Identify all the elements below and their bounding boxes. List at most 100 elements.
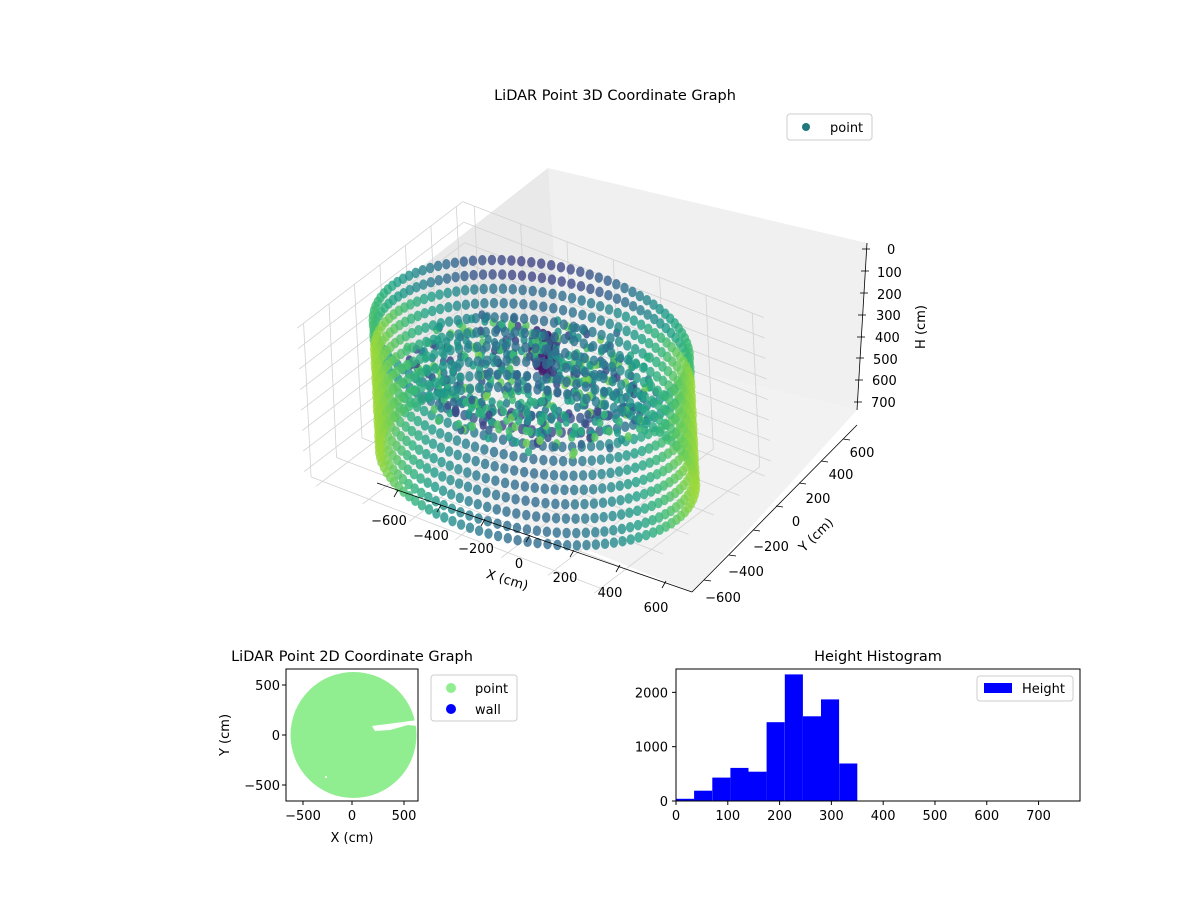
y-tick-label: −500 — [244, 779, 280, 794]
data-point — [572, 540, 582, 551]
data-point — [584, 410, 592, 419]
histogram-bar — [784, 674, 803, 801]
data-point — [589, 341, 598, 352]
data-point — [576, 280, 586, 292]
data-point — [570, 484, 579, 496]
data-point — [652, 356, 661, 368]
data-point — [451, 271, 460, 283]
data-point — [479, 420, 487, 430]
data-point — [605, 318, 614, 330]
data-point — [465, 510, 474, 521]
data-point — [478, 397, 486, 407]
data-point — [551, 442, 559, 452]
data-point — [632, 372, 641, 384]
data-point — [569, 470, 578, 481]
data-point — [603, 275, 612, 287]
y-tick-mark — [798, 482, 807, 485]
data-point — [446, 345, 455, 356]
x-tick-label: 300 — [819, 809, 844, 824]
data-point — [445, 330, 454, 342]
data-point — [634, 413, 643, 425]
data-point — [661, 418, 670, 430]
data-point — [522, 370, 532, 382]
data-point — [444, 316, 454, 327]
data-point — [600, 399, 610, 410]
data-point — [409, 468, 419, 480]
data-point — [532, 525, 542, 537]
x-tick-label: 200 — [553, 571, 578, 586]
data-point — [515, 416, 523, 426]
data-point — [600, 526, 609, 537]
data-point — [614, 322, 623, 333]
data-point — [585, 269, 594, 280]
data-point — [606, 443, 614, 453]
gridline — [328, 303, 337, 458]
y-tick-mark — [752, 529, 761, 532]
data-point — [437, 332, 446, 343]
data-point — [452, 286, 461, 297]
y-tick-label: 0 — [660, 795, 668, 810]
x-tick-label: 700 — [1026, 809, 1051, 824]
data-point — [597, 468, 606, 480]
data-point — [580, 498, 589, 510]
histogram-bar — [839, 763, 858, 801]
data-point — [581, 381, 591, 392]
data-point — [496, 400, 504, 410]
data-point — [417, 382, 426, 393]
data-point — [570, 350, 580, 361]
data-point — [618, 535, 627, 547]
histogram-bar — [694, 790, 713, 801]
data-point — [490, 312, 499, 323]
data-point — [532, 357, 541, 368]
data-point — [539, 315, 549, 327]
data-point — [419, 279, 428, 290]
data-point — [644, 338, 654, 349]
data-point — [500, 326, 510, 338]
data-point — [599, 372, 608, 384]
legend-marker-wall — [446, 704, 456, 714]
y-tick-label: −600 — [705, 591, 741, 606]
data-point — [617, 435, 626, 445]
legend-marker-point — [446, 683, 456, 693]
data-point — [448, 386, 457, 397]
y-tick-label: 0 — [792, 515, 800, 530]
data-point — [590, 512, 599, 524]
data-point — [586, 283, 595, 295]
data-point — [455, 419, 463, 429]
y-tick-label: 400 — [829, 468, 854, 483]
data-point — [488, 269, 497, 280]
data-point — [550, 484, 559, 495]
data-point — [625, 383, 634, 394]
data-point — [634, 532, 643, 543]
z-tick-label: 0 — [887, 243, 895, 258]
data-point — [646, 486, 656, 497]
data-point — [429, 452, 438, 464]
data-point — [491, 489, 501, 501]
data-point — [487, 254, 497, 266]
data-point — [413, 310, 422, 322]
data-point — [493, 530, 503, 542]
data-point — [421, 434, 430, 445]
data-point — [448, 515, 457, 527]
data-point — [415, 339, 424, 350]
data-point — [607, 496, 617, 507]
histogram-bar — [802, 716, 821, 801]
data-point — [439, 375, 448, 386]
data-point — [483, 369, 493, 381]
data-point — [456, 372, 465, 383]
data-point — [579, 338, 588, 349]
data-point — [484, 433, 492, 443]
data-point — [578, 470, 588, 481]
data-point — [577, 295, 586, 306]
y-tick-label: 200 — [806, 492, 831, 507]
data-point — [519, 313, 529, 324]
data-point — [589, 498, 599, 509]
chart-title-3d: LiDAR Point 3D Coordinate Graph — [494, 88, 736, 104]
data-point — [566, 264, 575, 275]
data-point — [483, 355, 492, 366]
data-point — [447, 359, 456, 370]
data-point — [531, 496, 540, 508]
data-point — [628, 300, 638, 312]
legend-box — [976, 675, 1074, 702]
histogram-legend: Height — [976, 675, 1074, 702]
